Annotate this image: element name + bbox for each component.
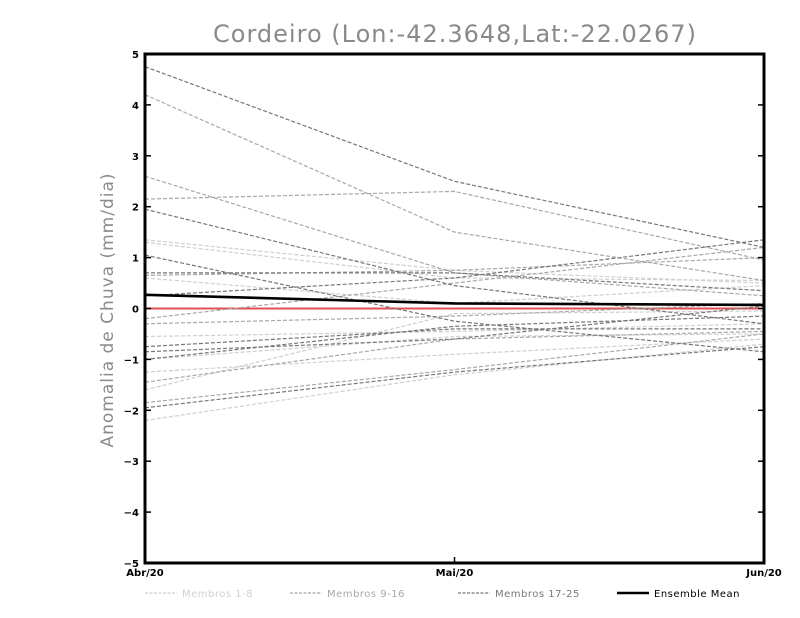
tick-layer: −5 −4 −3 −2 −1 0 1 2 3 4 5 Abr/20 Mai/20 Jun/20 [124,50,782,579]
series-line-group2-3 [144,190,765,261]
y-tick-label: 4 [132,101,139,112]
x-tick-label: Abr/20 [126,568,163,579]
series-line-group2-1 [144,94,765,282]
x-tick-label: Jun/20 [745,568,782,579]
series-line-group2-2 [144,175,765,297]
y-tick-label: 1 [132,254,139,265]
series-line-group3-3 [144,254,765,353]
series-line-group3-8 [144,315,765,360]
y-tick-label: −1 [124,355,139,366]
series-line-group2-7 [144,257,765,276]
series-line-group3-6 [144,328,764,348]
series-line-group1-6 [144,338,765,373]
legend-label-4: Ensemble Mean [654,589,740,600]
y-tick-label: 5 [132,50,139,61]
series-line-group1-2 [144,241,765,282]
series-line-group3-7 [144,305,765,353]
series-line-group1-7 [144,343,765,422]
y-tick-label: −4 [124,508,139,519]
ensemble-mean-line [144,293,765,307]
series-line-group1-8 [144,310,765,391]
legend-label-2: Membros 9-16 [327,589,405,600]
y-tick-label: 0 [132,305,139,316]
series-line-group2-4 [144,302,765,325]
y-tick-label: −3 [124,457,139,468]
x-tick-label: Mai/20 [436,568,474,579]
legend-label-3: Membros 17-25 [495,589,580,600]
series-line-group1-5 [144,333,765,360]
series-line-group1-1 [144,239,765,284]
ensemble-mean-layer [144,293,765,307]
y-tick-label: −2 [124,406,139,417]
series-line-group3-9 [144,346,765,409]
chart-title: Cordeiro (Lon:-42.3648,Lat:-22.0267) [213,20,697,48]
y-tick-label: 3 [132,152,139,163]
series-line-group2-8 [144,246,765,320]
series-line-group1-4 [144,323,765,338]
legend-label-1: Membros 1-8 [182,589,253,600]
y-axis-label: Anomalia de Chuva (mm/dia) [98,172,118,447]
series-line-group3-1 [144,66,765,248]
series-line-group3-5 [144,239,765,297]
series-layer [144,66,765,422]
y-tick-label: −5 [124,559,139,570]
y-tick-label: 2 [132,203,139,214]
series-line-group3-4 [145,272,765,292]
series-line-group2-6 [144,333,765,404]
legend: Membros 1-8 Membros 9-16 Membros 17-25 Ense… [145,589,740,600]
series-line-group1-3 [144,277,765,305]
series-line-group3-2 [144,208,765,325]
